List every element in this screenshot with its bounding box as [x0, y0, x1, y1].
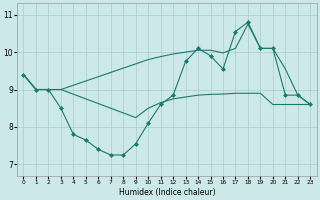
- X-axis label: Humidex (Indice chaleur): Humidex (Indice chaleur): [119, 188, 215, 197]
